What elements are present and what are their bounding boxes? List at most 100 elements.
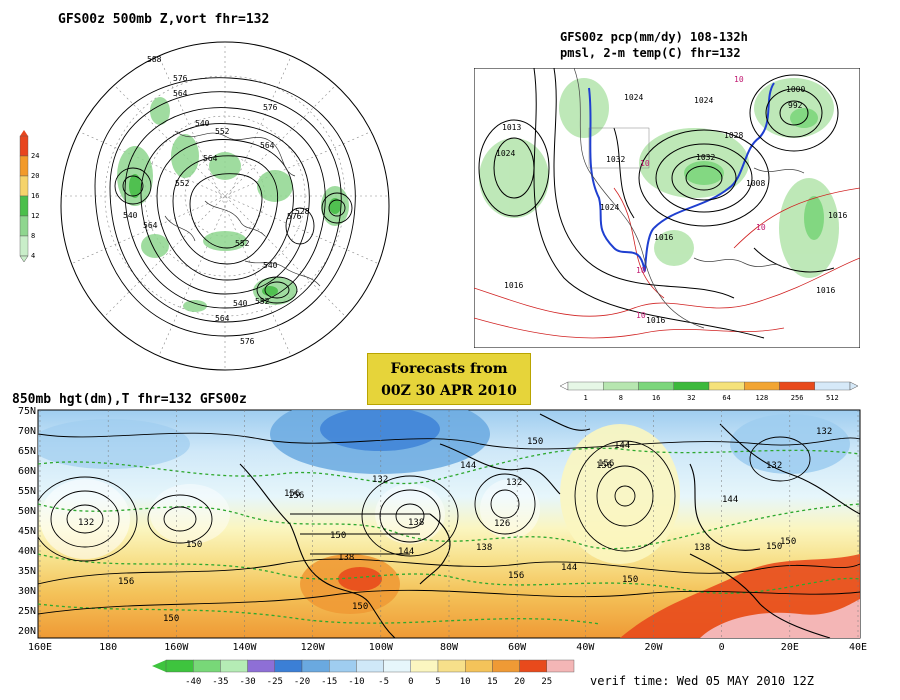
na-temp-label: 10 — [640, 159, 650, 168]
na-colorbar-swatch — [708, 381, 745, 391]
map850-contour-label: 138 — [476, 543, 492, 553]
polar-colorbar-swatch — [19, 135, 29, 157]
map850-lat-label: 75N — [18, 406, 36, 417]
polar-contour-label: 576 — [263, 103, 278, 112]
polar-contour-label: 564 — [260, 141, 275, 150]
map850-lon-label: 180 — [99, 642, 117, 653]
na-temp-labels: 10 10 10 10 10 — [636, 75, 766, 320]
map850-contour-label: 156 — [118, 577, 134, 587]
map850-colorbar-swatch — [465, 659, 493, 673]
map850-colorbar: -40 -35 -30 -25 -20 -15 -10 -5 0 5 10 15 20 25 — [152, 659, 575, 687]
na-contour-label: 992 — [788, 101, 803, 110]
na-colorbar-swatch — [567, 381, 604, 391]
map850-colorbar-tick: -35 — [212, 677, 228, 687]
polar-contour-label: 576 — [173, 74, 188, 83]
map850-contour-label: 144 — [561, 563, 577, 573]
map850-lon-label: 160E — [28, 642, 52, 653]
map850-contour-label: 144 — [460, 461, 476, 471]
map850-contour-labels: 132 150 156 150 150 138 144 132 144 156 … — [78, 427, 832, 624]
na-colorbar-tick: 32 — [687, 394, 695, 402]
na-contour-label: 1016 — [816, 286, 835, 295]
na-contour-labels: 1013 1024 1032 1024 1032 1024 1016 1016 … — [496, 85, 847, 325]
polar-contour-label: 564 — [143, 221, 158, 230]
polar-contour-label: 540 — [123, 211, 138, 220]
polar-colorbar-swatch — [19, 235, 29, 257]
forecast-init-stamp: Forecasts from 00Z 30 APR 2010 — [367, 353, 531, 405]
map850-lon-label: 80W — [440, 642, 459, 653]
polar-colorbar-swatch — [19, 175, 29, 197]
map850-colorbar-swatch — [165, 659, 194, 673]
na-colorbar-swatch — [673, 381, 710, 391]
map850-colorbar-tick: 15 — [487, 677, 498, 687]
map850-lon-label: 100W — [369, 642, 394, 653]
polar-title: GFS00z 500mb Z,vort fhr=132 — [58, 12, 270, 27]
na-temp-label: 10 — [734, 75, 744, 84]
map850-colorbar-tick: 0 — [408, 677, 413, 687]
map850-contour-label: 156 — [288, 491, 304, 501]
polar-contour-label: 588 — [147, 55, 162, 64]
map850-colorbar-tick: -5 — [378, 677, 389, 687]
verif-time: verif time: Wed 05 MAY 2010 12Z — [590, 674, 814, 688]
map850-contour-label: 144 — [398, 547, 414, 557]
map850-lon-label: 0 — [719, 642, 725, 653]
na-temp-label: 10 — [636, 266, 646, 275]
polar-colorbar-tick: 24 — [31, 152, 39, 160]
map850-contour-label: 132 — [506, 478, 522, 488]
map850-colorbar-tick: -30 — [239, 677, 255, 687]
polar-contour-label: 540 — [195, 119, 210, 128]
na-contour-label: 1024 — [624, 93, 643, 102]
map850-colorbar-tick: -40 — [185, 677, 201, 687]
na-contour-label: 1032 — [696, 153, 715, 162]
map850-contour-label: 150 — [186, 540, 202, 550]
map850-lon-label: 40W — [576, 642, 595, 653]
map850-contour-label: 126 — [494, 519, 510, 529]
na-contour-label: 1000 — [786, 85, 805, 94]
map850-lat-label: 70N — [18, 426, 36, 437]
map850-lon-label: 140W — [232, 642, 257, 653]
map850-lat-label: 35N — [18, 566, 36, 577]
map850-lat-label: 50N — [18, 506, 36, 517]
map850-contour-label: 138 — [408, 518, 424, 528]
map850-contour-label: 138 — [338, 553, 354, 563]
na-colorbar-tick: 256 — [791, 394, 804, 402]
na-contour-label: 1016 — [504, 281, 523, 290]
map850-contour-label: 156 — [596, 461, 612, 471]
polar-colorbar-tick: 4 — [31, 252, 35, 260]
map850-lat-label: 40N — [18, 546, 36, 557]
na-contour-label: 1032 — [606, 155, 625, 164]
polar-contour-label: 564 — [203, 154, 218, 163]
map850-contour-label: 138 — [694, 543, 710, 553]
na-contour-label: 1013 — [502, 123, 521, 132]
map850-colorbar-swatch — [519, 659, 548, 673]
map850-colorbar-swatch — [437, 659, 466, 673]
map850-colorbar-swatch — [274, 659, 303, 673]
na-colorbar-tick: 8 — [619, 394, 623, 402]
na-colorbar-tick: 128 — [756, 394, 769, 402]
polar-contour-label: 564 — [173, 89, 188, 98]
map850-colorbar-tick: -25 — [267, 677, 283, 687]
na-colorbar-swatch — [744, 381, 780, 391]
map850-contour-label: 132 — [816, 427, 832, 437]
map850-title: 850mb hgt(dm),T fhr=132 GFS00z — [12, 392, 247, 407]
polar-contour-label: 540 — [263, 261, 278, 270]
map850-colorbar-tick: -20 — [294, 677, 310, 687]
map850-contour-label: 132 — [372, 475, 388, 485]
map850-lat-label: 65N — [18, 446, 36, 457]
na-pmsl-map: 1013 1024 1032 1024 1032 1024 1016 1016 … — [474, 68, 860, 348]
map850-colorbar-swatch — [193, 659, 221, 673]
map850: 132 150 156 150 150 138 144 132 144 156 … — [18, 406, 867, 653]
polar-colorbar-swatch — [19, 195, 29, 217]
na-colorbar-swatch — [638, 381, 674, 391]
map850-colorbar-swatch — [247, 659, 275, 673]
map850-lon-label: 60W — [508, 642, 527, 653]
na-contour-label: 1016 — [654, 233, 673, 242]
na-title-line1: GFS00z pcp(mm/dy) 108-132h — [560, 30, 748, 44]
na-contour-label: 1024 — [694, 96, 713, 105]
na-colorbar-tick: 16 — [652, 394, 660, 402]
map850-lat-label: 25N — [18, 606, 36, 617]
na-colorbar-swatch — [779, 381, 815, 391]
na-contour-label: 1008 — [746, 179, 765, 188]
polar-colorbar-swatch — [19, 215, 29, 237]
map850-colorbar-swatch — [328, 659, 357, 673]
map850-contour-label: 150 — [163, 614, 179, 624]
